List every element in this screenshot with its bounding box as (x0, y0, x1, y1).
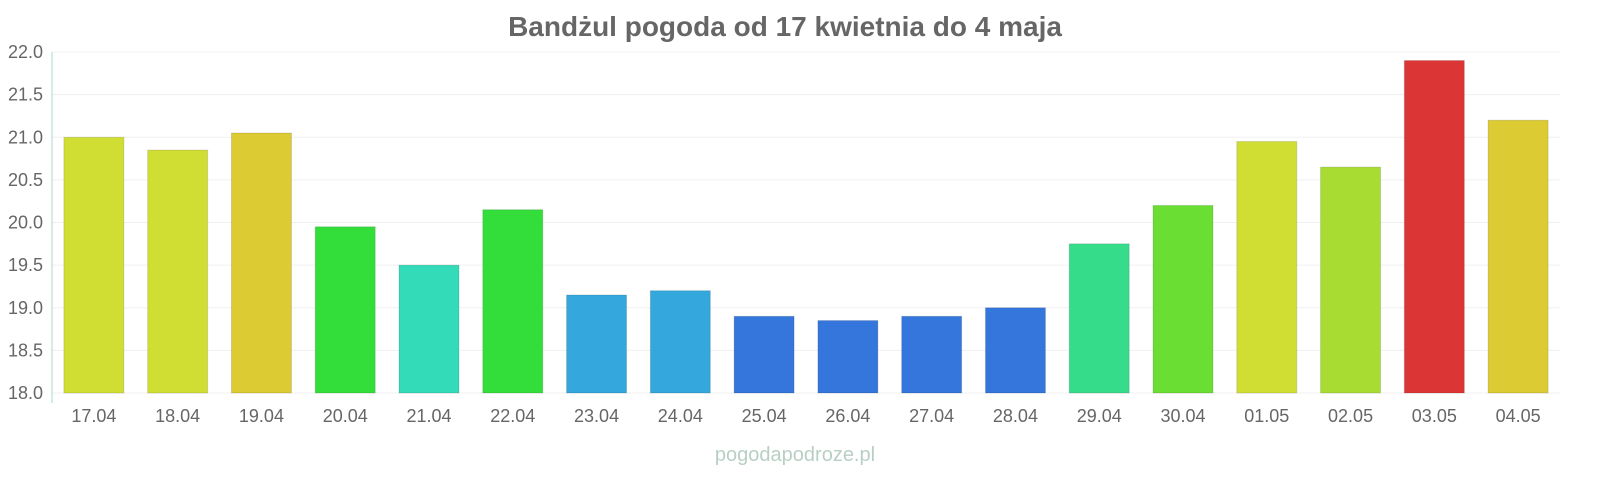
y-tick-label: 21.0 (8, 127, 43, 147)
x-tick-label: 29.04 (1077, 406, 1122, 426)
x-tick-label: 27.04 (909, 406, 954, 426)
watermark: pogodapodroze.pl (715, 444, 875, 466)
x-tick-label: 20.04 (323, 406, 368, 426)
x-tick-label: 19.04 (239, 406, 284, 426)
y-tick-label: 22.0 (8, 42, 43, 62)
x-tick-label: 25.04 (742, 406, 787, 426)
bar-25.04 (733, 315, 795, 394)
bar-18.04 (147, 149, 209, 394)
bar-28.04 (984, 307, 1046, 394)
y-tick-label: 18.5 (8, 340, 43, 360)
y-tick-label: 20.0 (8, 213, 43, 233)
x-tick-label: 26.04 (825, 406, 870, 426)
bar-17.04 (63, 136, 125, 394)
bar-27.04 (901, 315, 963, 394)
y-tick-label: 21.5 (8, 85, 43, 105)
bar-01.05 (1236, 141, 1298, 394)
y-tick-label: 19.0 (8, 298, 43, 318)
x-tick-label: 18.04 (155, 406, 200, 426)
bar-03.05 (1403, 60, 1465, 394)
x-tick-label: 21.04 (406, 406, 451, 426)
x-tick-label: 01.05 (1244, 406, 1289, 426)
bar-02.05 (1320, 166, 1382, 394)
bar-30.04 (1152, 204, 1214, 394)
x-tick-label: 23.04 (574, 406, 619, 426)
bar-29.04 (1068, 243, 1130, 394)
x-tick-label: 04.05 (1496, 406, 1541, 426)
x-tick-label: 22.04 (490, 406, 535, 426)
y-tick-label: 18.0 (8, 383, 43, 403)
bar-04.05 (1487, 119, 1549, 394)
x-tick-label: 17.04 (71, 406, 116, 426)
bar-24.04 (649, 290, 711, 394)
x-tick-label: 30.04 (1160, 406, 1205, 426)
y-tick-label: 19.5 (8, 255, 43, 275)
x-tick-label: 03.05 (1412, 406, 1457, 426)
x-tick-label: 28.04 (993, 406, 1038, 426)
chart-title: Bandżul pogoda od 17 kwietnia do 4 maja (508, 11, 1062, 42)
x-tick-label: 02.05 (1328, 406, 1373, 426)
x-tick-label: 24.04 (658, 406, 703, 426)
bar-19.04 (230, 132, 292, 394)
bar-21.04 (398, 264, 460, 394)
bar-23.04 (566, 294, 628, 394)
bar-20.04 (314, 226, 376, 394)
y-tick-label: 20.5 (8, 170, 43, 190)
bar-26.04 (817, 320, 879, 394)
bar-22.04 (482, 209, 544, 394)
